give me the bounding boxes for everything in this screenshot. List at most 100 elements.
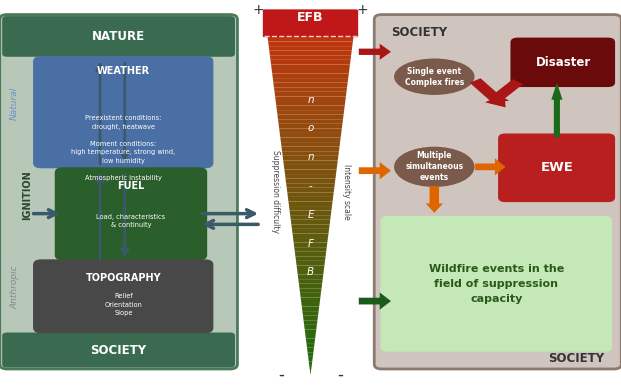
- Polygon shape: [299, 284, 322, 288]
- Polygon shape: [294, 243, 327, 247]
- Polygon shape: [425, 186, 443, 213]
- Polygon shape: [272, 74, 349, 78]
- Polygon shape: [268, 37, 353, 42]
- Text: F: F: [307, 239, 314, 249]
- Text: Intensity scale: Intensity scale: [342, 164, 351, 220]
- FancyBboxPatch shape: [34, 57, 212, 168]
- Text: IGNITION: IGNITION: [22, 171, 32, 220]
- Text: Relief
Orientation
Slope: Relief Orientation Slope: [104, 293, 142, 317]
- Text: NATURE: NATURE: [92, 30, 145, 43]
- Polygon shape: [285, 174, 336, 179]
- Polygon shape: [269, 46, 352, 51]
- Text: -: -: [337, 366, 343, 384]
- FancyBboxPatch shape: [374, 15, 621, 369]
- Polygon shape: [295, 252, 326, 256]
- Text: -: -: [309, 181, 312, 191]
- Text: WEATHER: WEATHER: [97, 66, 150, 76]
- FancyBboxPatch shape: [2, 16, 235, 57]
- Polygon shape: [302, 306, 319, 311]
- Polygon shape: [283, 156, 338, 160]
- Polygon shape: [303, 316, 318, 320]
- Text: Wildfire events in the
field of suppression
capacity: Wildfire events in the field of suppress…: [428, 264, 564, 304]
- Polygon shape: [268, 42, 353, 46]
- Polygon shape: [278, 115, 343, 119]
- FancyBboxPatch shape: [0, 15, 237, 369]
- Text: Disaster: Disaster: [535, 56, 591, 69]
- FancyBboxPatch shape: [263, 10, 358, 37]
- Polygon shape: [276, 101, 345, 105]
- Text: SOCIETY: SOCIETY: [391, 26, 447, 39]
- Text: E: E: [307, 210, 314, 220]
- Polygon shape: [279, 133, 342, 137]
- Polygon shape: [298, 279, 323, 284]
- Text: Load, characteristics
& continuity: Load, characteristics & continuity: [96, 213, 166, 227]
- Polygon shape: [294, 247, 327, 252]
- Polygon shape: [264, 10, 357, 14]
- Text: SOCIETY: SOCIETY: [548, 352, 605, 365]
- Polygon shape: [551, 83, 563, 137]
- Text: Multiple
simultaneous
events: Multiple simultaneous events: [406, 151, 463, 183]
- Polygon shape: [309, 361, 312, 366]
- Text: EWE: EWE: [540, 161, 573, 174]
- Polygon shape: [276, 105, 345, 110]
- FancyBboxPatch shape: [510, 37, 615, 87]
- Polygon shape: [296, 256, 325, 261]
- Polygon shape: [271, 60, 350, 64]
- Polygon shape: [265, 14, 356, 19]
- Ellipse shape: [394, 59, 474, 95]
- Polygon shape: [309, 366, 312, 371]
- Polygon shape: [283, 160, 338, 165]
- Polygon shape: [297, 274, 324, 279]
- FancyBboxPatch shape: [498, 134, 615, 202]
- Polygon shape: [470, 78, 505, 107]
- Text: o: o: [307, 124, 314, 134]
- Polygon shape: [297, 270, 324, 274]
- FancyBboxPatch shape: [2, 332, 235, 367]
- Text: EFB: EFB: [297, 11, 324, 24]
- Polygon shape: [306, 339, 315, 343]
- Polygon shape: [265, 19, 356, 23]
- FancyBboxPatch shape: [381, 216, 612, 352]
- Polygon shape: [281, 142, 340, 147]
- Polygon shape: [286, 179, 335, 183]
- Text: n: n: [307, 152, 314, 162]
- Text: +: +: [252, 3, 264, 17]
- Polygon shape: [278, 119, 343, 124]
- Text: Natural: Natural: [10, 87, 19, 120]
- Polygon shape: [292, 234, 329, 238]
- Polygon shape: [279, 124, 342, 129]
- Polygon shape: [359, 293, 391, 310]
- Polygon shape: [289, 206, 332, 211]
- Polygon shape: [296, 261, 325, 266]
- Polygon shape: [288, 201, 333, 206]
- Polygon shape: [297, 266, 324, 270]
- Polygon shape: [293, 238, 328, 243]
- Polygon shape: [359, 44, 391, 60]
- Polygon shape: [291, 220, 330, 224]
- Text: +: +: [356, 3, 368, 17]
- Text: Anthropic: Anthropic: [10, 266, 19, 310]
- Text: Single event
Complex fires: Single event Complex fires: [405, 67, 464, 87]
- Text: n: n: [307, 95, 314, 105]
- Polygon shape: [305, 329, 316, 334]
- Polygon shape: [273, 78, 348, 83]
- Polygon shape: [271, 69, 350, 74]
- Polygon shape: [284, 165, 337, 169]
- Ellipse shape: [394, 147, 474, 187]
- Text: Suppression difficulty: Suppression difficulty: [271, 150, 279, 233]
- Polygon shape: [271, 64, 350, 69]
- FancyBboxPatch shape: [34, 260, 212, 332]
- Polygon shape: [475, 158, 505, 175]
- Text: B: B: [307, 267, 314, 277]
- Polygon shape: [307, 348, 314, 352]
- Polygon shape: [310, 371, 311, 375]
- Polygon shape: [307, 352, 314, 357]
- Polygon shape: [280, 137, 341, 142]
- Polygon shape: [292, 229, 329, 234]
- Polygon shape: [306, 343, 315, 348]
- Text: TOPOGRAPHY: TOPOGRAPHY: [86, 273, 161, 283]
- Polygon shape: [300, 293, 321, 298]
- Polygon shape: [290, 215, 331, 220]
- Polygon shape: [275, 96, 346, 101]
- Polygon shape: [270, 55, 351, 60]
